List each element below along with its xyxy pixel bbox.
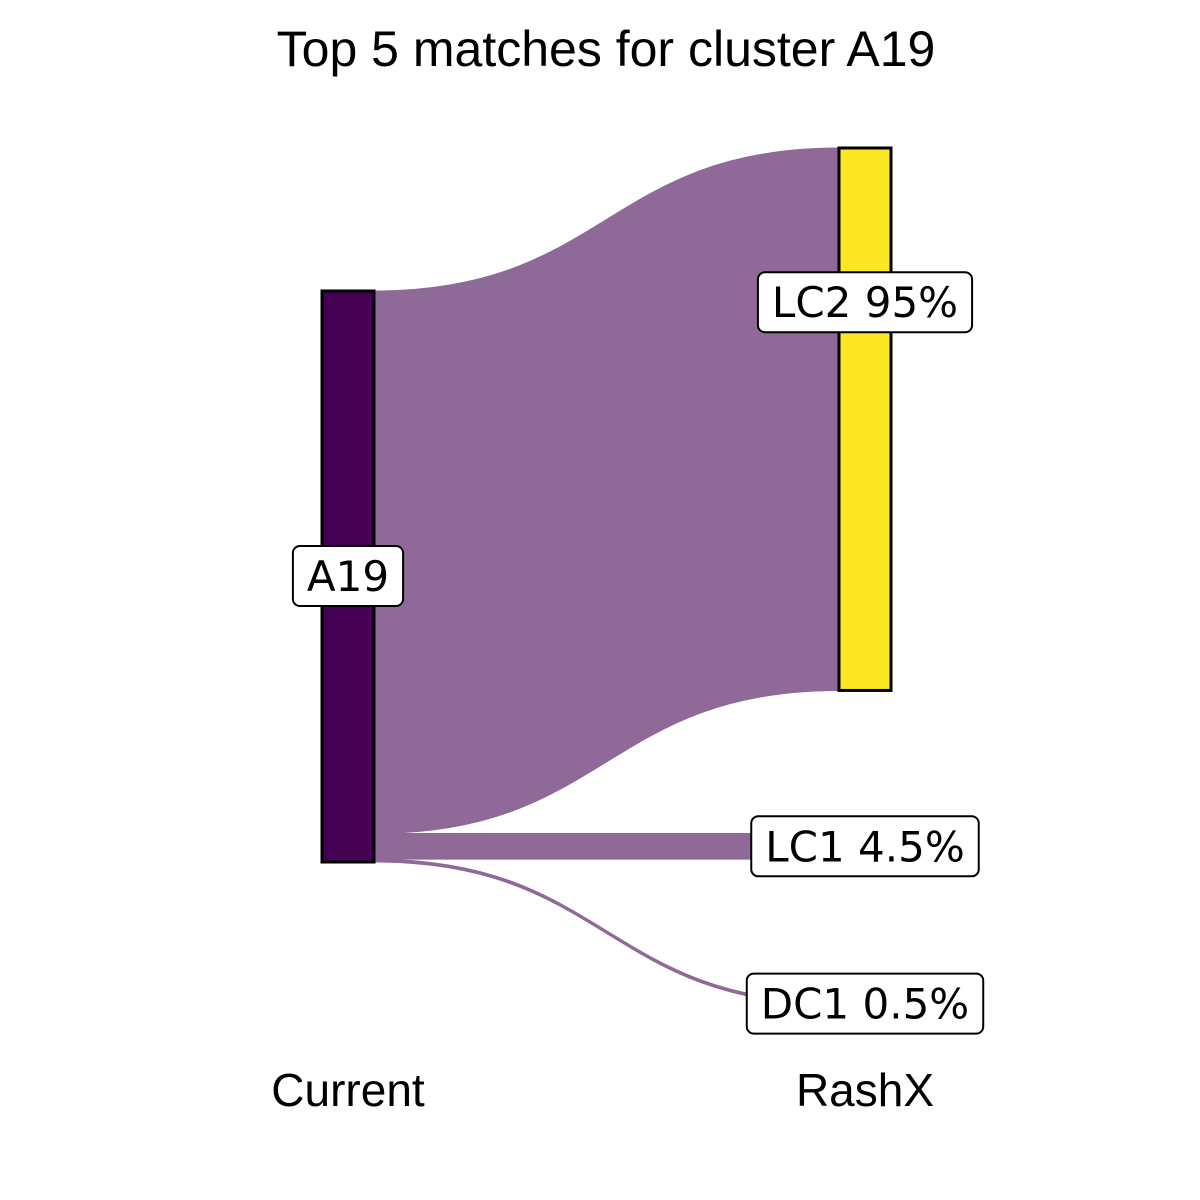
chart-title: Top 5 matches for cluster A19 bbox=[277, 21, 936, 77]
node-bar-lc2 bbox=[837, 146, 893, 692]
node-label-dc1-text: DC1 0.5% bbox=[761, 980, 969, 1029]
node-label-lc2-box bbox=[756, 271, 974, 334]
node-label-lc2-text: LC2 95% bbox=[772, 278, 958, 327]
node-labels: LC2 95% LC1 4.5% DC1 0.5% A19 bbox=[291, 271, 985, 1035]
node-label-a19-box bbox=[291, 545, 405, 607]
node-label-dc1-box bbox=[745, 972, 985, 1035]
flows bbox=[373, 147, 840, 1006]
axis-label-current: Current bbox=[271, 1064, 425, 1116]
node-label-lc1-text: LC1 4.5% bbox=[765, 822, 965, 871]
node-label-a19-text: A19 bbox=[307, 552, 389, 601]
axis-label-rashx: RashX bbox=[796, 1064, 934, 1116]
flow-lc2 bbox=[373, 147, 840, 834]
node-label-lc1-box bbox=[750, 815, 980, 878]
